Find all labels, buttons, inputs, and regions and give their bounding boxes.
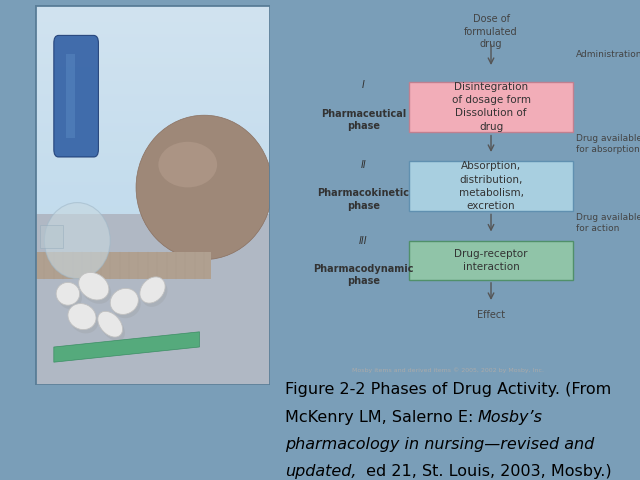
FancyBboxPatch shape [54, 36, 99, 157]
Text: Pharmacodynamic
phase: Pharmacodynamic phase [313, 264, 413, 287]
Bar [65, 54, 75, 138]
Ellipse shape [58, 286, 82, 309]
Text: ed 21, St. Louis, 2003, Mosby.): ed 21, St. Louis, 2003, Mosby.) [361, 464, 611, 479]
Text: updated,: updated, [285, 464, 356, 479]
FancyBboxPatch shape [409, 82, 573, 132]
Ellipse shape [44, 203, 110, 278]
Text: Disintegration
of dosage form
Dissolution of
drug: Disintegration of dosage form Dissolutio… [451, 82, 531, 132]
Ellipse shape [79, 273, 109, 300]
Text: Pharmacokinetic
phase: Pharmacokinetic phase [317, 188, 410, 211]
Ellipse shape [70, 307, 99, 334]
Ellipse shape [56, 282, 79, 305]
Polygon shape [54, 332, 200, 362]
Text: Drug available
for absorption: Drug available for absorption [576, 134, 640, 154]
Ellipse shape [68, 303, 96, 330]
Ellipse shape [158, 142, 217, 187]
Text: II: II [360, 160, 366, 169]
Text: Administration: Administration [576, 50, 640, 60]
Text: Figure 2-2 Phases of Drug Activity. (From: Figure 2-2 Phases of Drug Activity. (Fro… [285, 383, 611, 397]
Polygon shape [35, 252, 211, 278]
Text: Effect: Effect [477, 310, 505, 320]
Text: Dose of
formulated
drug: Dose of formulated drug [464, 14, 518, 49]
Ellipse shape [100, 315, 125, 341]
Text: Mosby’s: Mosby’s [477, 409, 542, 425]
FancyBboxPatch shape [409, 241, 573, 280]
Ellipse shape [110, 288, 138, 314]
Ellipse shape [142, 281, 168, 307]
Text: McKenry LM, Salerno E:: McKenry LM, Salerno E: [285, 409, 478, 425]
Text: Pharmaceutical
phase: Pharmaceutical phase [321, 108, 406, 131]
Bar [35, 214, 270, 385]
Ellipse shape [140, 277, 165, 303]
Ellipse shape [81, 276, 111, 304]
Text: pharmacology in nursing—revised and: pharmacology in nursing—revised and [285, 437, 594, 452]
Ellipse shape [113, 292, 141, 318]
Text: Absorption,
distribution,
metabolism,
excretion: Absorption, distribution, metabolism, ex… [458, 161, 524, 211]
Ellipse shape [136, 115, 273, 260]
Bar [40, 226, 63, 248]
Text: I: I [362, 80, 365, 90]
FancyBboxPatch shape [409, 161, 573, 211]
Ellipse shape [98, 312, 123, 337]
Text: III: III [359, 236, 368, 246]
Text: Drug-receptor
interaction: Drug-receptor interaction [454, 249, 528, 272]
Text: Drug available
for action: Drug available for action [576, 213, 640, 233]
Text: Mosby items and derived items © 2005, 2002 by Mosby, Inc.: Mosby items and derived items © 2005, 20… [353, 368, 545, 373]
